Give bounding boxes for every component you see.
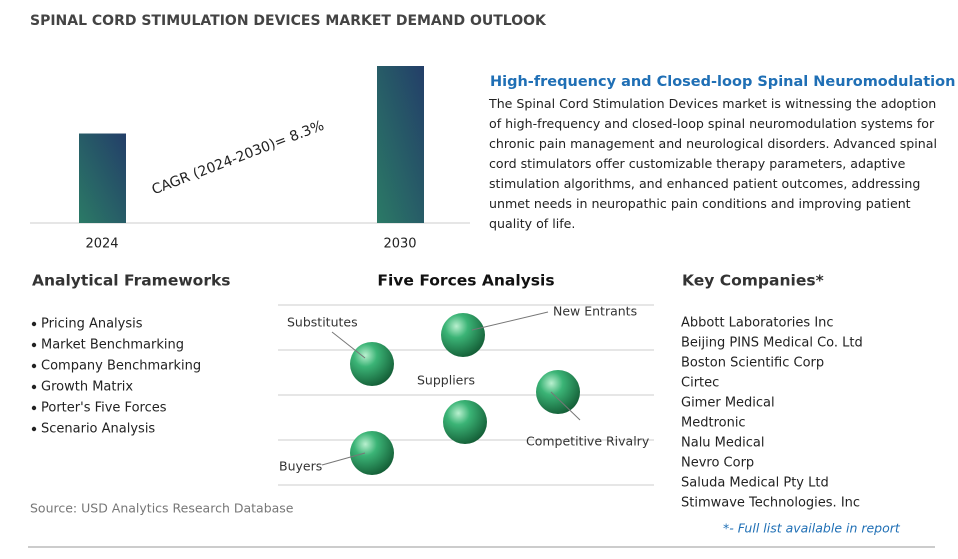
- force-sphere: [443, 400, 487, 444]
- leader-line: [321, 452, 366, 466]
- framework-item: Scenario Analysis: [41, 422, 155, 437]
- company-item: Abbott Laboratories Inc: [681, 316, 834, 331]
- framework-item: Growth Matrix: [41, 380, 133, 395]
- force-sphere: [350, 431, 394, 475]
- framework-item: Porter's Five Forces: [41, 401, 167, 416]
- company-item: Boston Scientific Corp: [681, 356, 824, 371]
- x-tick-label: 2024: [85, 237, 118, 252]
- bullet: [31, 342, 37, 348]
- bullet: [31, 321, 37, 327]
- force-sphere: [536, 370, 580, 414]
- force-sphere: [350, 342, 394, 386]
- bullet: [31, 426, 37, 432]
- cagr-annotation: CAGR (2024-2030)= 8.3%: [150, 118, 327, 199]
- source: Source: USD Analytics Research Database: [30, 501, 294, 516]
- companies-heading: Key Companies*: [682, 272, 824, 290]
- frameworks-heading: Analytical Frameworks: [32, 272, 231, 290]
- company-item: Stimwave Technologies. Inc: [681, 496, 860, 511]
- company-item: Saluda Medical Pty Ltd: [681, 476, 829, 491]
- bullet: [31, 363, 37, 369]
- companies-note: *- Full list available in report: [723, 521, 901, 536]
- framework-item: Company Benchmarking: [41, 359, 201, 374]
- force-label: Substitutes: [287, 315, 358, 330]
- company-item: Nalu Medical: [681, 436, 764, 451]
- framework-item: Market Benchmarking: [41, 338, 184, 353]
- force-label: Suppliers: [417, 373, 475, 388]
- highlight-heading: High-frequency and Closed-loop Spinal Ne…: [490, 74, 955, 90]
- bullet: [31, 405, 37, 411]
- company-item: Gimer Medical: [681, 396, 775, 411]
- highlight-body: The Spinal Cord Stimulation Devices mark…: [489, 96, 938, 231]
- force-label: New Entrants: [553, 304, 637, 319]
- company-item: Nevro Corp: [681, 456, 754, 471]
- page-title: SPINAL CORD STIMULATION DEVICES MARKET D…: [30, 13, 547, 29]
- company-item: Medtronic: [681, 416, 746, 431]
- company-item: Beijing PINS Medical Co. Ltd: [681, 336, 863, 351]
- framework-item: Pricing Analysis: [41, 317, 143, 332]
- leader-line: [331, 331, 366, 359]
- force-label: Competitive Rivalry: [526, 434, 650, 449]
- force-label: Buyers: [279, 459, 322, 474]
- leader-line: [550, 391, 581, 421]
- company-item: Cirtec: [681, 376, 719, 391]
- leader-line: [471, 311, 549, 331]
- x-tick-label: 2030: [383, 237, 416, 252]
- forces-heading: Five Forces Analysis: [377, 272, 554, 290]
- bar: [79, 133, 126, 223]
- bullet: [31, 384, 37, 390]
- force-sphere: [441, 313, 485, 357]
- bar: [377, 66, 424, 223]
